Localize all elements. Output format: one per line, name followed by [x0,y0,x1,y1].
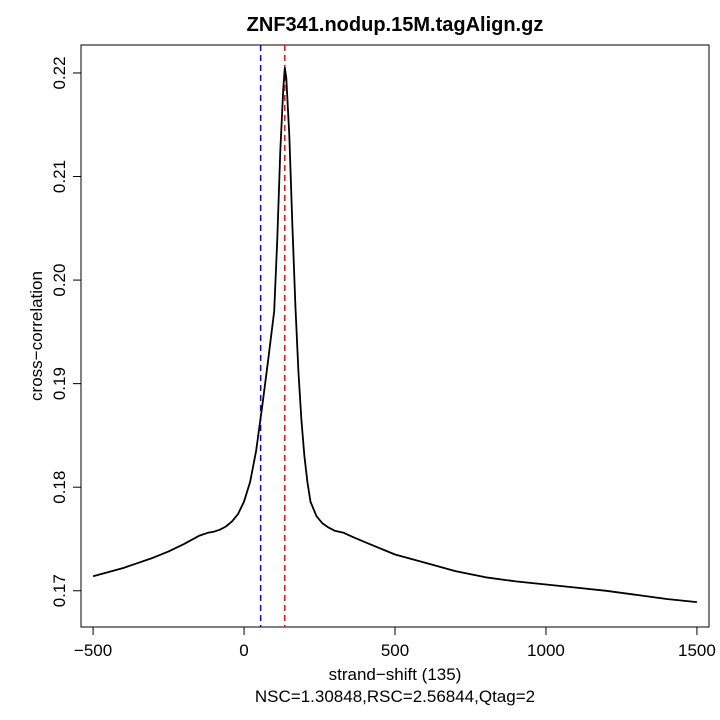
x-axis: −500 0 500 1000 1500 [74,626,716,660]
cross-correlation-line [92,66,697,603]
y-tick-label: 0.19 [50,367,69,400]
x-tick-label: −500 [74,641,112,660]
y-axis: 0.17 0.18 0.19 0.20 0.21 0.22 [50,56,82,607]
x-tick-label: 500 [381,641,409,660]
plot-frame [80,44,710,628]
chart-title: ZNF341.nodup.15M.tagAlign.gz [247,14,544,36]
x-tick-label: 1000 [527,641,565,660]
y-tick-label: 0.20 [50,264,69,297]
plot-area [92,45,697,627]
y-tick-label: 0.21 [50,160,69,193]
x-axis-label: strand−shift (135) [329,665,462,684]
y-tick-label: 0.18 [50,471,69,504]
chart-subtitle: NSC=1.30848,RSC=2.56844,Qtag=2 [255,687,535,706]
x-tick-label: 0 [239,641,248,660]
y-axis-label: cross−correlation [27,271,46,401]
y-tick-label: 0.17 [50,574,69,607]
x-tick-label: 1500 [678,641,716,660]
y-tick-label: 0.22 [50,56,69,89]
